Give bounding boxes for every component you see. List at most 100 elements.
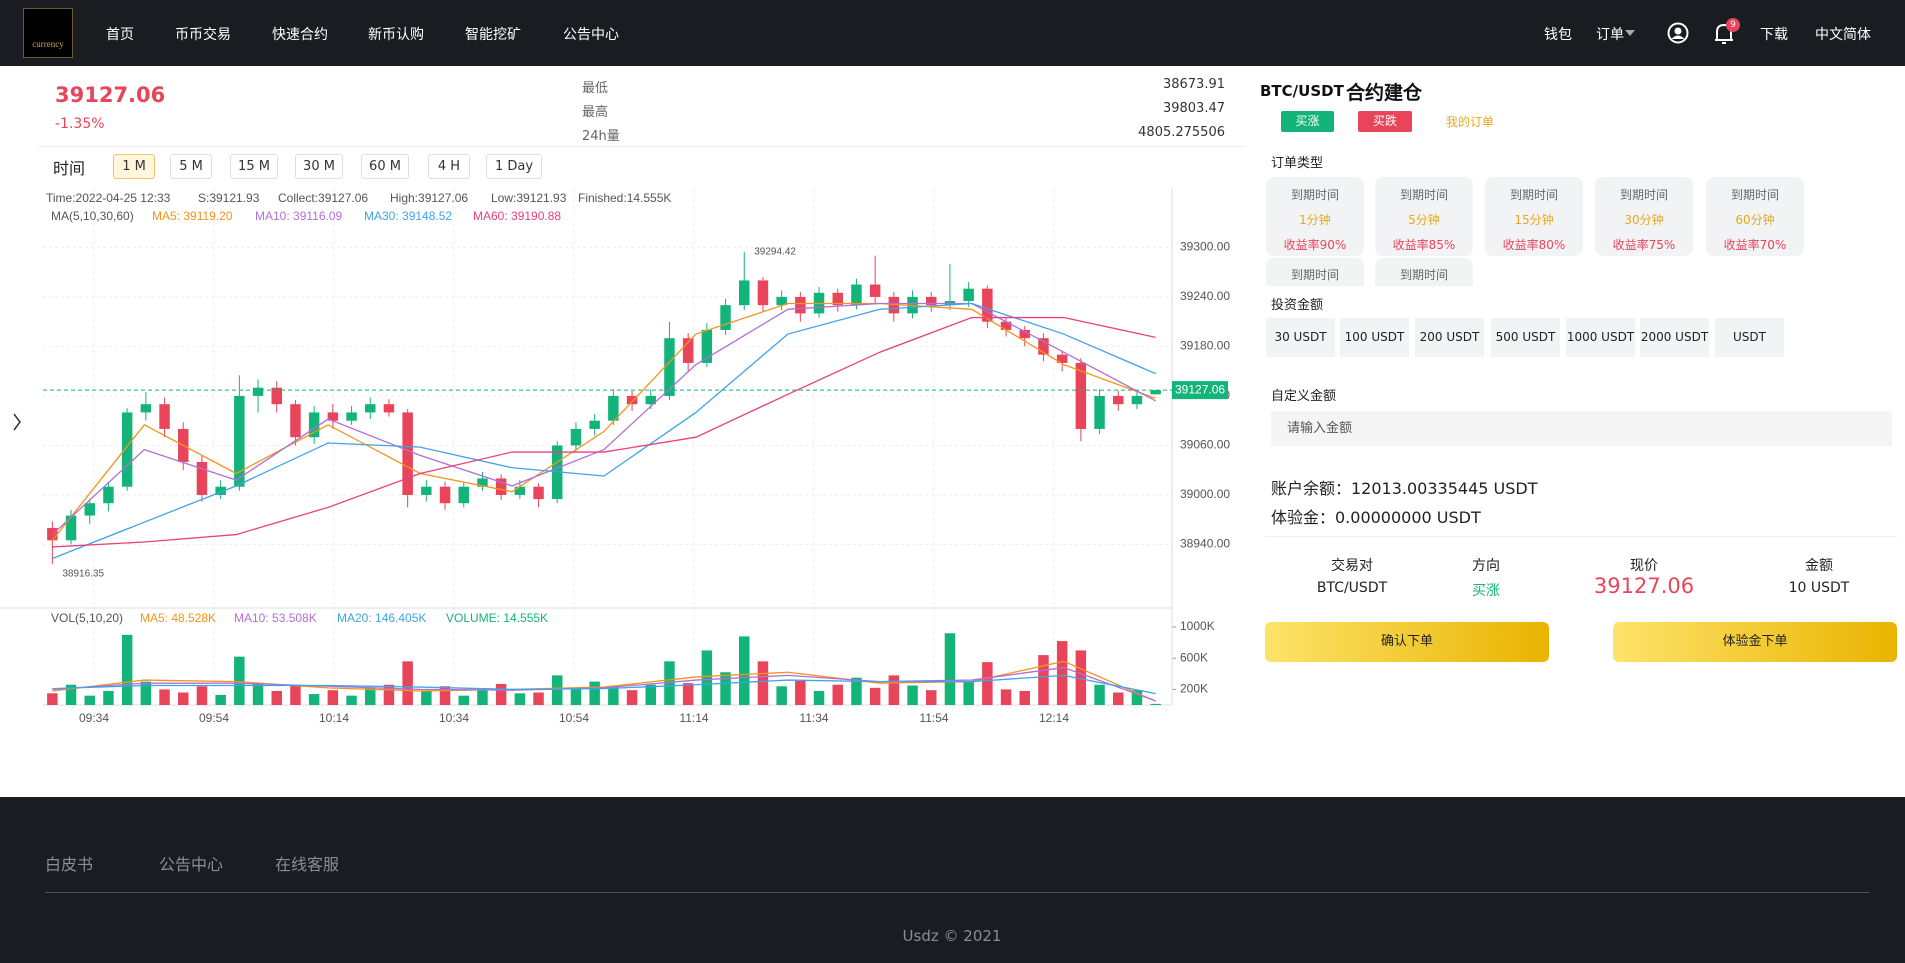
volume-bar	[813, 690, 825, 705]
nav-item[interactable]: 新币认购	[368, 27, 424, 43]
footer-link[interactable]: 公告中心	[159, 855, 224, 874]
volume-bar	[402, 661, 413, 705]
ma-line	[52, 316, 1156, 548]
amount-button[interactable]: USDT	[1715, 318, 1784, 357]
trial-order-button[interactable]: 体验金下单	[1613, 622, 1897, 662]
volume-bar	[271, 690, 282, 705]
section-label: 自定义金额	[1271, 389, 1337, 404]
volume-bar	[1075, 650, 1087, 705]
volume-bar	[589, 681, 600, 705]
duration-card[interactable]: 到期时间 60分钟 收益率70%	[1706, 177, 1804, 256]
amount-button[interactable]: 500 USDT	[1491, 318, 1560, 357]
nav-item[interactable]: 快速合约	[272, 27, 328, 43]
candle-body	[365, 404, 376, 413]
x-tick-label: 12:14	[1039, 711, 1069, 725]
stat-value: 4805.275506	[1138, 125, 1225, 140]
card-rate: 收益率80%	[1502, 238, 1566, 252]
duration-card[interactable]: 到期时间 15分钟 收益率80%	[1485, 177, 1583, 256]
duration-card[interactable]: 到期时间	[1266, 258, 1364, 286]
y-tick-label: 38940.00	[1180, 537, 1230, 551]
candle-body	[159, 404, 170, 429]
timeframe-button[interactable]: 15 M	[230, 154, 278, 179]
candle-body	[495, 478, 507, 495]
volume-bar	[327, 690, 339, 705]
card-rate: 收益率75%	[1612, 238, 1676, 252]
min-label: 38916.35	[62, 569, 104, 580]
volume-bar	[832, 684, 843, 705]
card-label: 到期时间	[1399, 188, 1448, 202]
timeframe-button[interactable]: 4 H	[428, 154, 470, 179]
amount-button[interactable]: 200 USDT	[1415, 318, 1484, 357]
header: currency 首页 币币交易 快速合约 新币认购 智能挖矿 公告中心 钱包 订单 下载 中文简体…	[0, 0, 1905, 66]
info-text: Low:39121.93	[491, 191, 567, 205]
ma-line	[52, 674, 1156, 695]
amount-button[interactable]: 2000 USDT	[1640, 318, 1709, 357]
info-text: Time:2022-04-25 12:33	[46, 191, 171, 205]
timeframe-button[interactable]: 30 M	[295, 154, 343, 179]
candle-body	[140, 404, 152, 413]
card-duration: 15分钟	[1514, 213, 1554, 227]
header-link[interactable]: 下载	[1760, 27, 1788, 43]
logo-text: currency	[32, 39, 64, 49]
amount-button[interactable]: 100 USDT	[1340, 318, 1409, 357]
x-tick-label: 10:14	[319, 711, 349, 725]
nav-item[interactable]: 智能挖矿	[465, 27, 521, 43]
card-duration: 60分钟	[1735, 213, 1775, 227]
timeframe-button[interactable]: 1 M	[113, 154, 155, 179]
divider	[1265, 536, 1897, 537]
volume-bar	[944, 633, 956, 705]
buy-down[interactable]: 买跌	[1358, 111, 1412, 132]
duration-card[interactable]: 到期时间 30分钟 收益率75%	[1595, 177, 1693, 256]
volume-bar	[65, 684, 77, 705]
nav-item[interactable]: 首页	[106, 27, 134, 43]
volume-bar	[365, 687, 376, 705]
volume-bar	[552, 675, 563, 705]
header-link[interactable]: 钱包	[1544, 27, 1572, 43]
y-tick-label: 39000.00	[1180, 487, 1230, 501]
kline-chart: 38940.0039000.0039060.0039120.0039180.00…	[0, 188, 1230, 725]
amount-input[interactable]: 请输入金额	[1271, 411, 1892, 446]
table-cell: 10 USDT	[1788, 580, 1850, 596]
amount-button[interactable]: 1000 USDT	[1566, 318, 1635, 357]
timeframe-button[interactable]: 60 M	[361, 154, 409, 179]
header-link[interactable]: 订单	[1596, 27, 1624, 43]
footer-link[interactable]: 在线客服	[275, 855, 340, 874]
candle-body	[421, 486, 432, 495]
duration-card[interactable]: 到期时间 5分钟 收益率85%	[1375, 177, 1473, 256]
badge: 9	[1726, 18, 1740, 32]
vol-title: VOL(5,10,20)	[51, 611, 123, 625]
duration-card[interactable]: 到期时间 1分钟 收益率90%	[1266, 177, 1364, 256]
nav-item[interactable]: 公告中心	[563, 27, 619, 43]
volume-bar	[888, 675, 900, 705]
confirm-button[interactable]: 确认下单	[1265, 622, 1549, 662]
footer-link[interactable]: 白皮书	[45, 855, 94, 874]
my-orders[interactable]: 我的订单	[1446, 115, 1495, 129]
timeframe-button[interactable]: 1 Day	[486, 154, 542, 179]
logo[interactable]: currency	[23, 8, 73, 58]
x-tick-label: 09:54	[199, 711, 229, 725]
volume-bar	[234, 656, 245, 705]
candle-body	[477, 478, 488, 487]
side-arrow[interactable]	[13, 413, 21, 431]
stat-label: 24h量	[582, 129, 620, 144]
header-link[interactable]: 中文简体	[1815, 27, 1871, 43]
candle-body	[65, 515, 77, 541]
user-icon[interactable]	[1667, 22, 1689, 44]
card-label: 到期时间	[1619, 188, 1668, 202]
card-rate: 收益率90%	[1283, 238, 1347, 252]
buy-up[interactable]: 买涨	[1281, 111, 1334, 132]
candle-body	[682, 338, 694, 363]
duration-card[interactable]: 到期时间	[1375, 258, 1473, 286]
amount-button[interactable]: 30 USDT	[1266, 318, 1335, 357]
nav-item[interactable]: 币币交易	[175, 27, 231, 43]
candle-body	[121, 412, 133, 487]
candle-body	[252, 387, 264, 396]
volume-bar	[608, 686, 619, 705]
volume-bar	[869, 687, 881, 705]
volume-bar	[215, 694, 226, 705]
timeframe-button[interactable]: 5 M	[170, 154, 212, 179]
vol-tick-label: 600K	[1180, 650, 1208, 664]
candle-body	[196, 461, 208, 495]
candle-body	[982, 288, 993, 322]
candle-body	[308, 412, 320, 438]
